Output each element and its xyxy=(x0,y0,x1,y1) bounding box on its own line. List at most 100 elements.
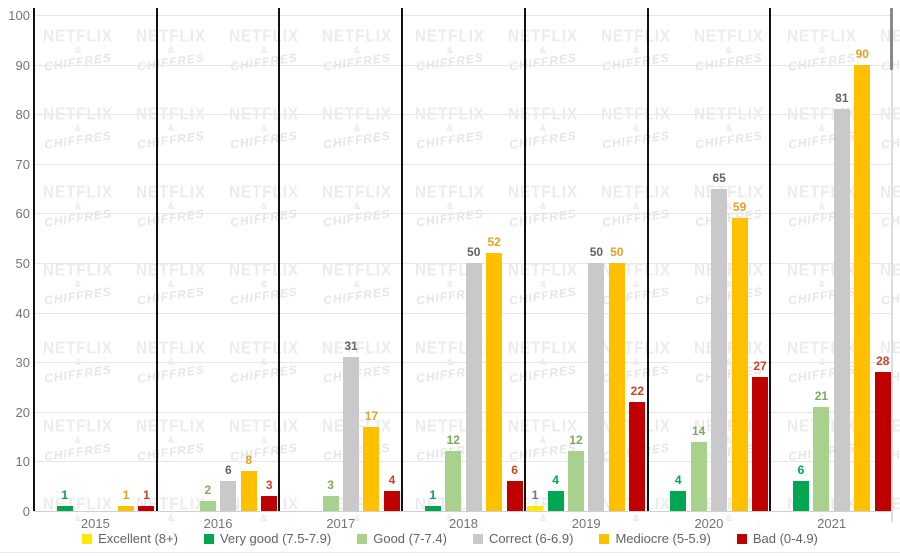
legend-item-very-good: Very good (7.5-7.9) xyxy=(203,531,332,546)
bar-very-good-2021 xyxy=(792,481,809,511)
gridline-40 xyxy=(34,312,893,314)
bar-value-good-2021: 21 xyxy=(814,388,829,403)
bar-very-good-2020 xyxy=(670,491,687,511)
group-separator-2 xyxy=(278,8,281,511)
bar-mediocre-2020 xyxy=(731,218,748,511)
legend-swatch-very-good xyxy=(203,533,214,544)
legend-label-excellent: Excellent (8+) xyxy=(98,531,178,546)
bar-bad-2020 xyxy=(752,377,769,511)
y-tick-label-50: 50 xyxy=(15,256,30,271)
y-tick-label-0: 0 xyxy=(22,504,30,519)
bar-value-mediocre-2016: 8 xyxy=(245,453,253,468)
bar-mediocre-2017 xyxy=(363,426,380,511)
bar-good-2017 xyxy=(322,496,339,511)
y-tick-label-40: 40 xyxy=(15,305,30,321)
bar-bad-2017 xyxy=(383,491,400,511)
y-tick-label-70: 70 xyxy=(15,156,30,172)
bar-mediocre-2015 xyxy=(118,506,135,511)
x-tick-label-2018: 2018 xyxy=(449,516,478,531)
legend-item-good: Good (7-7.4) xyxy=(357,531,447,546)
vertical-scrollbar[interactable] xyxy=(890,8,893,522)
gridline-80 xyxy=(34,114,893,116)
gridline-90 xyxy=(34,64,893,66)
bar-bad-2019 xyxy=(629,401,646,511)
bar-value-correct-2018: 50 xyxy=(467,245,481,259)
gridline-60 xyxy=(34,213,893,215)
x-tick-label-2017: 2017 xyxy=(326,516,356,531)
bar-correct-2017 xyxy=(343,357,359,511)
bar-value-correct-2021: 81 xyxy=(835,91,849,106)
bar-correct-2021 xyxy=(833,109,850,511)
group-separator-4 xyxy=(523,8,526,511)
bar-value-very-good-2019: 4 xyxy=(552,473,559,488)
bar-excellent-2019 xyxy=(527,506,544,511)
bar-value-bad-2016: 3 xyxy=(265,478,273,493)
bar-very-good-2019 xyxy=(547,491,564,511)
bar-value-bad-2017: 4 xyxy=(388,473,396,488)
group-separator-1 xyxy=(155,8,158,511)
scrollbar-thumb[interactable] xyxy=(890,8,893,70)
bar-value-correct-2017: 31 xyxy=(344,339,358,354)
legend-swatch-mediocre xyxy=(599,533,610,544)
legend-label-correct: Correct (6-6.9) xyxy=(488,531,574,546)
y-tick-label-80: 80 xyxy=(15,107,30,123)
bar-value-correct-2016: 6 xyxy=(224,463,232,478)
bar-correct-2016 xyxy=(220,481,237,511)
bar-value-good-2019: 12 xyxy=(569,433,583,448)
bar-correct-2019 xyxy=(588,263,605,511)
bar-value-very-good-2015: 1 xyxy=(61,488,69,503)
group-separator-5 xyxy=(646,8,649,511)
bar-very-good-2015 xyxy=(56,506,73,511)
bar-value-bad-2019: 22 xyxy=(630,383,645,398)
legend-item-mediocre: Mediocre (5-5.9) xyxy=(599,531,711,546)
group-separator-0 xyxy=(33,8,35,511)
legend-label-good: Good (7-7.4) xyxy=(373,531,447,546)
bar-good-2016 xyxy=(199,501,216,511)
bar-value-bad-2021: 28 xyxy=(876,354,890,369)
y-tick-label-20: 20 xyxy=(15,404,30,420)
legend-swatch-correct xyxy=(472,533,483,544)
bar-bad-2018 xyxy=(506,481,523,511)
legend-swatch-bad xyxy=(736,533,747,544)
bar-value-good-2017: 3 xyxy=(327,478,334,493)
legend-label-bad: Bad (0-4.9) xyxy=(752,531,818,546)
bar-bad-2021 xyxy=(874,372,891,511)
x-tick-label-2015: 2015 xyxy=(80,516,110,531)
scrollbar-track[interactable] xyxy=(891,8,893,522)
legend-label-very-good: Very good (7.5-7.9) xyxy=(219,531,332,546)
bar-value-excellent-2019: 1 xyxy=(531,488,539,503)
y-tick-label-10: 10 xyxy=(15,454,30,470)
legend-item-bad: Bad (0-4.9) xyxy=(736,531,818,546)
bar-mediocre-2018 xyxy=(486,253,503,511)
y-tick-label-60: 60 xyxy=(15,206,30,222)
y-tick-label-90: 90 xyxy=(15,57,30,73)
bar-value-bad-2015: 1 xyxy=(143,488,150,503)
bar-value-mediocre-2019: 50 xyxy=(610,245,624,259)
bar-very-good-2018 xyxy=(424,506,441,511)
bar-correct-2020 xyxy=(711,188,728,511)
bar-correct-2018 xyxy=(465,263,482,511)
bar-value-very-good-2018: 1 xyxy=(429,488,437,503)
group-separator-6 xyxy=(769,8,772,511)
bar-bad-2015 xyxy=(138,506,155,511)
gridline-30 xyxy=(34,362,893,364)
bar-value-correct-2020: 65 xyxy=(712,170,726,185)
gridline-70 xyxy=(34,163,893,165)
bottom-divider xyxy=(0,552,900,553)
chart-legend: Excellent (8+) Very good (7.5-7.9) Good (7… xyxy=(0,531,900,546)
bar-value-correct-2019: 50 xyxy=(589,245,604,259)
x-tick-label-2020: 2020 xyxy=(694,516,724,531)
legend-swatch-excellent xyxy=(82,533,93,544)
y-tick-label-30: 30 xyxy=(15,355,30,371)
bar-value-very-good-2020: 4 xyxy=(674,473,682,488)
bar-good-2021 xyxy=(813,406,830,511)
legend-item-correct: Correct (6-6.9) xyxy=(472,531,574,546)
bar-good-2020 xyxy=(690,441,707,511)
bar-value-good-2018: 12 xyxy=(446,433,460,448)
bar-value-good-2020: 14 xyxy=(692,423,706,438)
bar-value-good-2016: 2 xyxy=(204,483,212,498)
